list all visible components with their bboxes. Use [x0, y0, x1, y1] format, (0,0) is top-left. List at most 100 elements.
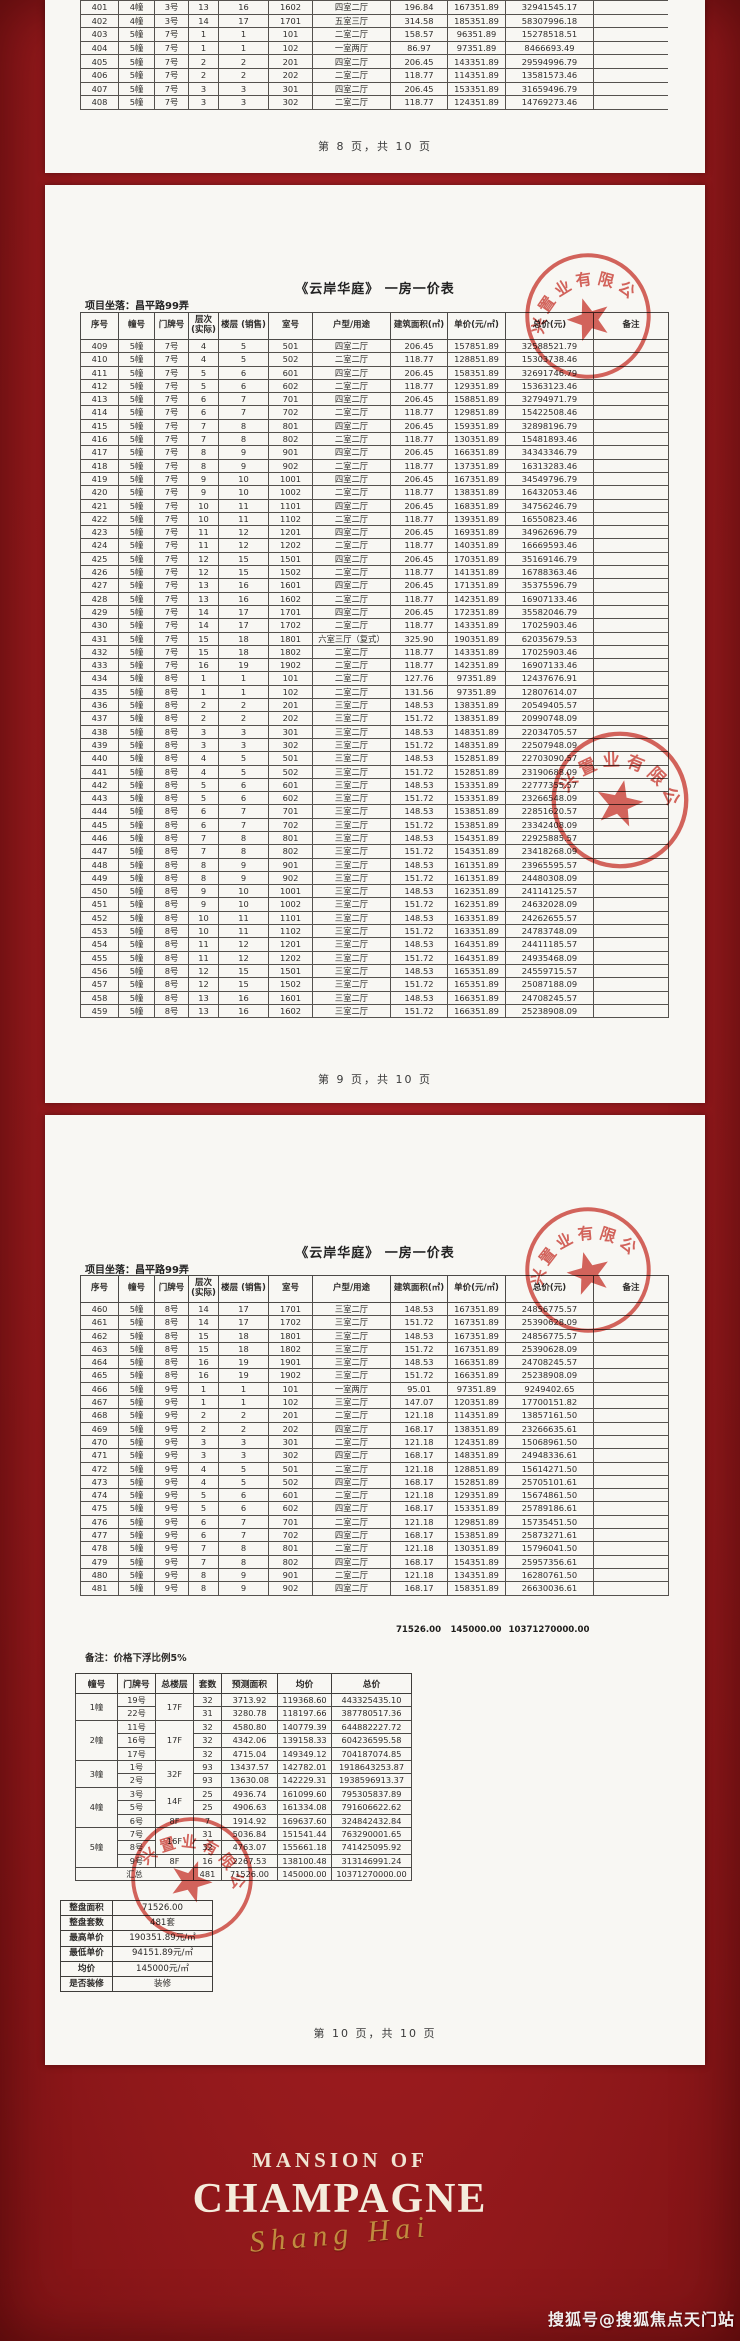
table-cell	[593, 471, 669, 487]
table-cell: 1号	[117, 1759, 156, 1775]
table-cell: 8号	[154, 990, 189, 1005]
table-cell: 93	[193, 1773, 222, 1788]
table-cell	[593, 884, 669, 899]
table-cell: 7号	[154, 445, 189, 460]
table-cell: 四室二厅	[312, 392, 391, 407]
table-cell: 1502	[268, 977, 313, 992]
table-cell: 12	[218, 538, 269, 553]
table-cell: 7号	[154, 471, 189, 487]
table-cell: 17	[218, 1301, 269, 1317]
table-cell: 31	[193, 1826, 222, 1842]
table-cell: 17号	[117, 1746, 156, 1761]
table-cell: 206.45	[390, 471, 448, 487]
table-cell: 三室二厅	[312, 1301, 391, 1317]
table-cell: 31659496.79	[505, 81, 594, 97]
table-cell: 5幢	[118, 418, 155, 434]
table-cell: 四室二厅	[312, 1501, 391, 1516]
column-header: 楼层 (销售)	[218, 1275, 269, 1303]
table-row: 462 5幢 8号 15 18 1801 三室二厅 148.53 167351.89 248567…	[80, 1328, 669, 1343]
table-cell: 5幢	[118, 1341, 155, 1357]
table-cell: 196.84	[390, 0, 448, 15]
table-cell: 二室二厅	[312, 684, 391, 700]
table-cell: 22777355.57	[505, 777, 594, 793]
table-cell: 5幢	[118, 1581, 155, 1596]
column-header: 备注	[593, 1275, 669, 1303]
table-cell	[593, 13, 668, 29]
table-row: 451 5幢 8号 9 10 1002 三室二厅 151.72 162351.89 2463202…	[80, 897, 669, 912]
table-cell: 8	[218, 1541, 269, 1556]
table-cell: 5幢	[118, 1528, 155, 1543]
table-cell: 16F	[155, 1826, 194, 1855]
table-cell: 9号	[154, 1421, 189, 1436]
column-header: 幢号	[118, 1275, 155, 1303]
table-cell: 463	[80, 1341, 119, 1357]
table-cell: 164351.89	[447, 950, 506, 965]
table-cell: 13857161.50	[505, 1408, 594, 1423]
table-cell: 3号	[154, 0, 189, 15]
table-cell	[593, 1003, 669, 1019]
table-cell: 702	[268, 405, 313, 420]
table-cell: 1914.92	[221, 1813, 278, 1828]
table-cell: 24948336.61	[505, 1448, 594, 1463]
table-cell: 12	[218, 937, 269, 952]
table-cell: 16907133.46	[505, 591, 594, 606]
column-header: 单价(元/㎡)	[447, 312, 506, 340]
table-cell: 141351.89	[447, 565, 506, 580]
table-row: 4幢 3号 14F 25 4936.74 161099.60 795305837.89	[75, 1786, 412, 1828]
table-cell: 162351.89	[447, 897, 506, 912]
table-cell: 5幢	[118, 458, 155, 473]
table-row: 414 5幢 7号 6 7 702 二室二厅 118.77 129851.89 15422508.…	[80, 405, 669, 420]
table-cell: 32	[193, 1840, 222, 1855]
table-cell: 4715.04	[221, 1746, 278, 1761]
table-row: 433 5幢 7号 16 19 1902 二室二厅 118.77 142351.89 169071…	[80, 658, 669, 673]
table-row: 431 5幢 7号 15 18 1801 六室三厅（复式） 325.90 190351.89 62…	[80, 631, 669, 646]
table-cell: 17F	[155, 1719, 194, 1761]
table-cell: 32794971.79	[505, 392, 594, 407]
table-row: 465 5幢 8号 16 19 1902 三室二厅 151.72 166351.89 252389…	[80, 1368, 669, 1383]
table-row: 424 5幢 7号 11 12 1202 二室二厅 118.77 140351.89 166695…	[80, 538, 669, 553]
table-cell: 7号	[154, 458, 189, 473]
table-cell: 102	[268, 1395, 313, 1410]
table-cell	[188, 1623, 218, 1637]
table-cell: 153351.89	[447, 791, 506, 806]
table-cell: 140779.39	[277, 1719, 332, 1735]
table-cell: 7	[218, 1514, 269, 1530]
table-cell: 1101	[268, 910, 313, 926]
table-cell: 22507948.09	[505, 737, 594, 753]
table-cell: 19	[218, 1368, 269, 1383]
table-cell: 1	[188, 40, 219, 56]
table-cell: 1501	[268, 963, 313, 979]
table-cell: 151.72	[390, 950, 448, 965]
table-row: 8号 32 4763.07 155661.18 741425095.92	[76, 1840, 412, 1855]
table-cell: 3	[218, 724, 269, 739]
table-cell: 1501	[268, 551, 313, 567]
table-cell: 414	[80, 405, 119, 420]
table-cell: 二室二厅	[312, 1408, 391, 1423]
table-cell: 24708245.57	[505, 1355, 594, 1370]
table-cell: 四室二厅	[312, 445, 391, 460]
table-cell: 644882227.72	[331, 1719, 412, 1735]
table-cell: 1902	[268, 1368, 313, 1383]
table-cell: 9号	[154, 1448, 189, 1463]
table-cell: 5幢	[118, 40, 155, 56]
table-cell: 四室二厅	[312, 1554, 391, 1569]
table-cell: 444	[80, 804, 119, 819]
table-cell: 121.18	[390, 1488, 448, 1503]
table-cell: 7号	[154, 95, 189, 110]
table-cell: 1001	[268, 884, 313, 899]
table-cell: 9号	[154, 1514, 189, 1530]
table-cell: 7号	[154, 498, 189, 513]
table-cell: 二室二厅	[312, 658, 391, 673]
table-cell: 601	[268, 365, 313, 380]
table-cell	[593, 352, 669, 367]
table-cell: 151.72	[390, 1003, 448, 1019]
table-row: 408 5幢 7号 3 3 302 二室二厅 118.77 124351.89 14769273.…	[80, 95, 668, 110]
table-cell: 201	[268, 54, 313, 69]
table-cell: 118.77	[390, 352, 448, 367]
table-cell: 3	[218, 81, 269, 97]
table-cell: 二室二厅	[312, 405, 391, 420]
table-cell: 437	[80, 711, 119, 726]
table-cell: 8号	[154, 1355, 189, 1370]
table-cell: 5	[218, 338, 269, 354]
table-cell: 2幢	[75, 1719, 118, 1761]
